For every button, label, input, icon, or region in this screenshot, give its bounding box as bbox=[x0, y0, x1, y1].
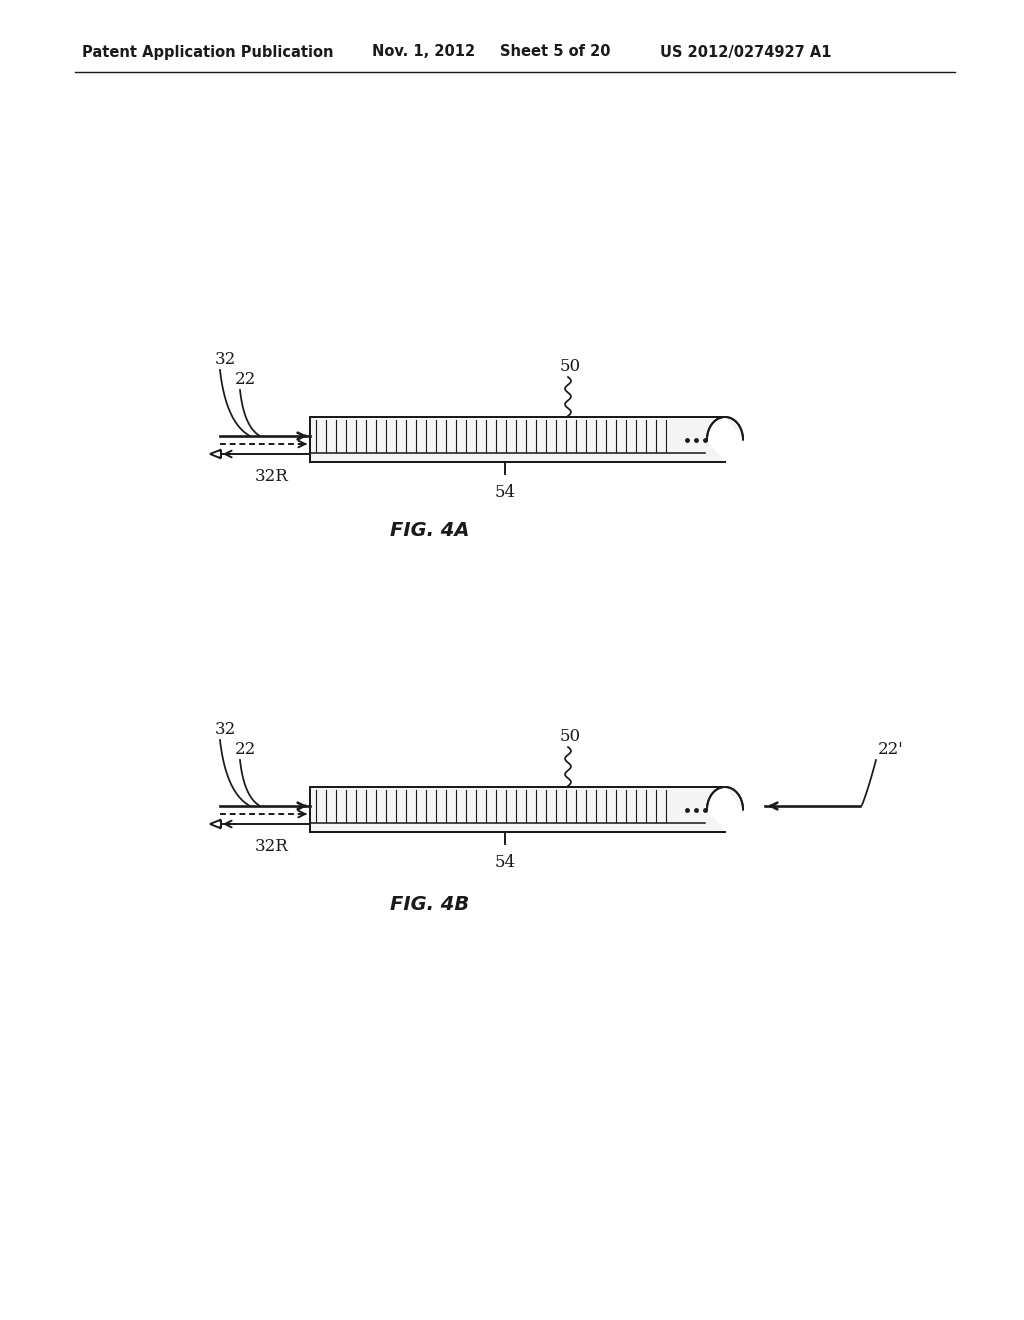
Text: FIG. 4B: FIG. 4B bbox=[390, 895, 470, 915]
Polygon shape bbox=[310, 417, 743, 462]
Text: 50: 50 bbox=[559, 729, 581, 744]
Text: 54: 54 bbox=[495, 484, 515, 502]
Text: Patent Application Publication: Patent Application Publication bbox=[82, 45, 334, 59]
Text: 32: 32 bbox=[215, 721, 237, 738]
Text: FIG. 4A: FIG. 4A bbox=[390, 520, 470, 540]
Polygon shape bbox=[310, 787, 743, 832]
Text: 32R: 32R bbox=[255, 838, 289, 855]
Text: 32: 32 bbox=[215, 351, 237, 368]
Text: 22': 22' bbox=[878, 741, 904, 758]
Text: 22: 22 bbox=[234, 371, 256, 388]
Text: 50: 50 bbox=[559, 358, 581, 375]
Text: 32R: 32R bbox=[255, 469, 289, 484]
Text: US 2012/0274927 A1: US 2012/0274927 A1 bbox=[660, 45, 831, 59]
Text: 54: 54 bbox=[495, 854, 515, 871]
Text: 22: 22 bbox=[234, 741, 256, 758]
Text: Sheet 5 of 20: Sheet 5 of 20 bbox=[500, 45, 610, 59]
Text: Nov. 1, 2012: Nov. 1, 2012 bbox=[372, 45, 475, 59]
FancyArrow shape bbox=[210, 820, 221, 828]
FancyArrow shape bbox=[210, 450, 221, 458]
